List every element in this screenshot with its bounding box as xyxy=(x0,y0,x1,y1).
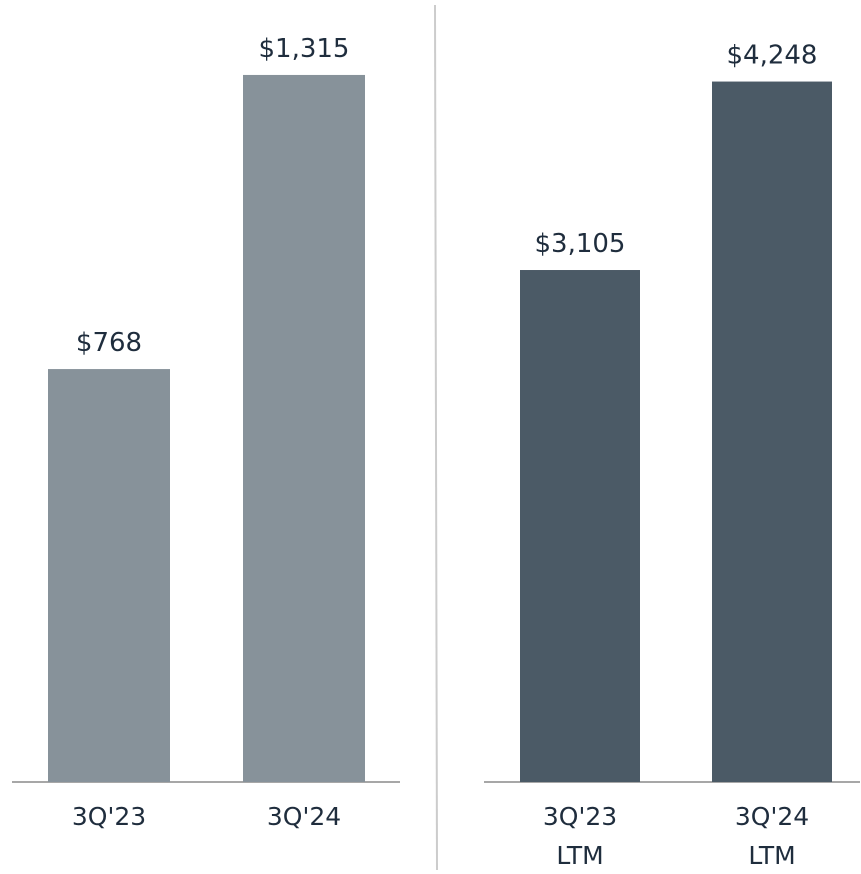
divider xyxy=(434,4,438,871)
x-tick-label: 3Q'24 xyxy=(267,802,341,831)
bar xyxy=(712,81,832,782)
x-tick-label: 3Q'23 xyxy=(72,802,146,831)
value-label: $3,105 xyxy=(535,229,626,259)
x-tick-label: 3Q'24 xyxy=(735,802,809,831)
value-label: $1,315 xyxy=(259,34,350,64)
x-tick-label: LTM xyxy=(556,841,603,870)
x-tick-label: LTM xyxy=(748,841,795,870)
value-label: $768 xyxy=(76,328,142,358)
bar xyxy=(520,270,640,782)
bar xyxy=(243,74,365,782)
bar xyxy=(48,369,170,782)
x-tick-label: 3Q'23 xyxy=(543,802,617,831)
value-label: $4,248 xyxy=(727,41,818,71)
